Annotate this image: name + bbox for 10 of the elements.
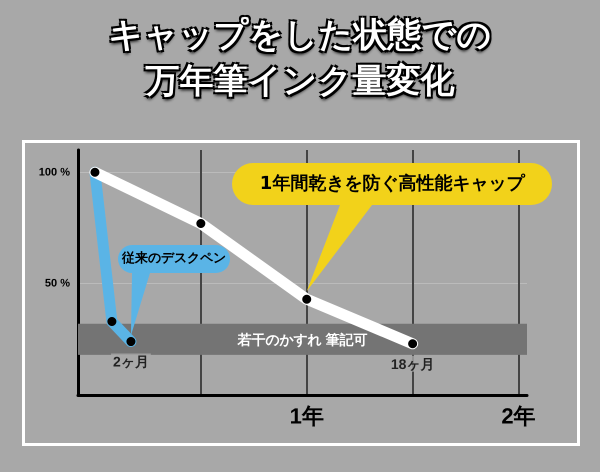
y-tick-label: 100 % [38,166,70,178]
annotation: 1年間乾きを防ぐ高性能キャップ [232,163,552,205]
series-label: 従来のデスクペン [118,245,230,273]
y-tick-label: 50 % [44,278,70,290]
annotation: 18ヶ月 [390,356,434,372]
annotation: 2ヶ月 [113,354,149,370]
x-tick-label: 2年 [501,404,536,428]
x-tick-label: 1年 [290,404,324,428]
band-label: 若干のかすれ 筆記可 [236,331,368,348]
chart-title: キャップをした状態での万年筆インク量変化 [108,14,492,103]
